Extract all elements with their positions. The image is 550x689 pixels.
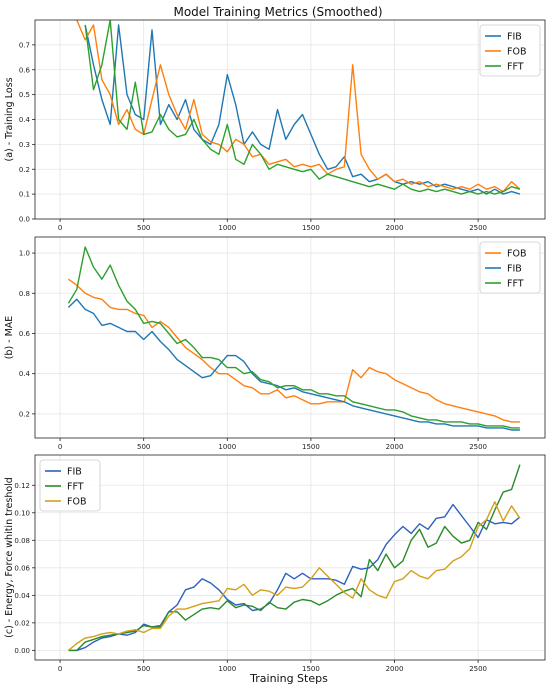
x-tick-label: 2000 <box>386 665 404 673</box>
y-tick-label: 0.2 <box>19 166 30 174</box>
y-tick-label: 0.1 <box>19 191 30 199</box>
panels: 0 500 1000 1500 2000 2500 0.0 0.1 0.2 0.3 0.4 0.5 0.… <box>4 19 546 673</box>
plot-frame <box>34 454 546 661</box>
series-line-fib <box>84 24 521 195</box>
x-tick-label: 2500 <box>469 224 487 232</box>
y-axis-label: (c) - Energy, Force whitin treshold <box>4 477 15 638</box>
series-line-fft <box>84 20 521 195</box>
y-tick-label: 0.8 <box>19 290 30 298</box>
series-line-fob <box>76 20 521 193</box>
series-line-fft <box>67 246 520 429</box>
y-axis-label: (b) - MAE <box>4 316 15 360</box>
x-tick-label: 2000 <box>386 443 404 451</box>
y-tick-label: 0.10 <box>14 509 30 517</box>
series-group <box>67 464 521 652</box>
x-axis-label: Training Steps <box>249 672 328 685</box>
x-tick-label: 500 <box>137 443 150 451</box>
legend-label-fob: FOB <box>67 497 86 508</box>
panel-3: 0 500 1000 1500 2000 2500 0.00 0.02 0.04 0.06 0.08… <box>4 454 546 673</box>
x-tick-label: 0 <box>58 443 62 451</box>
y-tick-label: 0.3 <box>19 141 30 149</box>
panel-1: 0 500 1000 1500 2000 2500 0.0 0.1 0.2 0.3 0.4 0.5 0.… <box>4 19 546 232</box>
legend-label-fib: FIB <box>507 32 522 43</box>
series-line-fib <box>67 298 520 431</box>
x-tick-label: 2000 <box>386 224 404 232</box>
y-tick-label: 0.06 <box>14 564 30 572</box>
legend-label-fft: FFT <box>507 279 524 290</box>
legend-label-fft: FFT <box>67 482 84 493</box>
y-tick-label: 1.0 <box>19 250 30 258</box>
legend: FOB FIB FFT <box>479 241 541 294</box>
legend-label-fft: FFT <box>507 62 524 73</box>
panel-2: 0 500 1000 1500 2000 2500 0.2 0.4 0.6 0.8 1.0 (b) -… <box>4 236 546 451</box>
series-line-fib <box>68 503 521 652</box>
x-tick-label: 1500 <box>302 224 320 232</box>
y-tick-label: 0.6 <box>19 330 31 338</box>
y-tick-label: 0.00 <box>14 647 30 655</box>
x-tick-label: 1500 <box>302 665 320 673</box>
legend: FIB FFT FOB <box>39 459 101 512</box>
y-tick-label: 0.02 <box>14 619 30 627</box>
x-tick-label: 1500 <box>302 443 320 451</box>
legend-box <box>39 459 101 512</box>
y-tick-label: 0.12 <box>14 482 30 490</box>
series-line-fob <box>67 278 520 423</box>
x-tick-label: 1000 <box>218 224 236 232</box>
y-axis-label: (a) - Training Loss <box>4 77 15 161</box>
legend: FIB FOB FFT <box>479 24 541 77</box>
x-tick-label: 0 <box>58 665 62 673</box>
x-tick-label: 2500 <box>469 665 487 673</box>
figure-title: Model Training Metrics (Smoothed) <box>173 5 382 19</box>
x-tick-label: 1000 <box>218 443 236 451</box>
x-tick-label: 0 <box>58 224 62 232</box>
y-tick-label: 0.04 <box>14 592 30 600</box>
x-tick-label: 1000 <box>218 665 236 673</box>
y-tick-label: 0.0 <box>19 216 30 224</box>
legend-label-fib: FIB <box>67 467 82 478</box>
legend-box <box>479 24 541 77</box>
y-tick-label: 0.2 <box>19 410 30 418</box>
y-tick-label: 0.4 <box>19 370 31 378</box>
series-line-fob <box>67 501 521 651</box>
y-tick-label: 0.7 <box>19 41 30 49</box>
legend-label-fob: FOB <box>507 249 526 260</box>
series-group <box>76 20 521 195</box>
y-tick-label: 0.4 <box>19 116 31 124</box>
y-tick-label: 0.08 <box>14 537 30 545</box>
legend-box <box>479 241 541 294</box>
legend-label-fib: FIB <box>507 264 522 275</box>
series-group <box>67 246 520 431</box>
legend-label-fob: FOB <box>507 47 526 58</box>
y-tick-label: 0.5 <box>19 91 30 99</box>
x-tick-label: 500 <box>137 665 150 673</box>
y-tick-label: 0.6 <box>19 66 31 74</box>
series-line-fft <box>68 464 521 652</box>
x-tick-label: 500 <box>137 224 150 232</box>
plot-frame <box>34 236 546 439</box>
x-tick-label: 2500 <box>469 443 487 451</box>
